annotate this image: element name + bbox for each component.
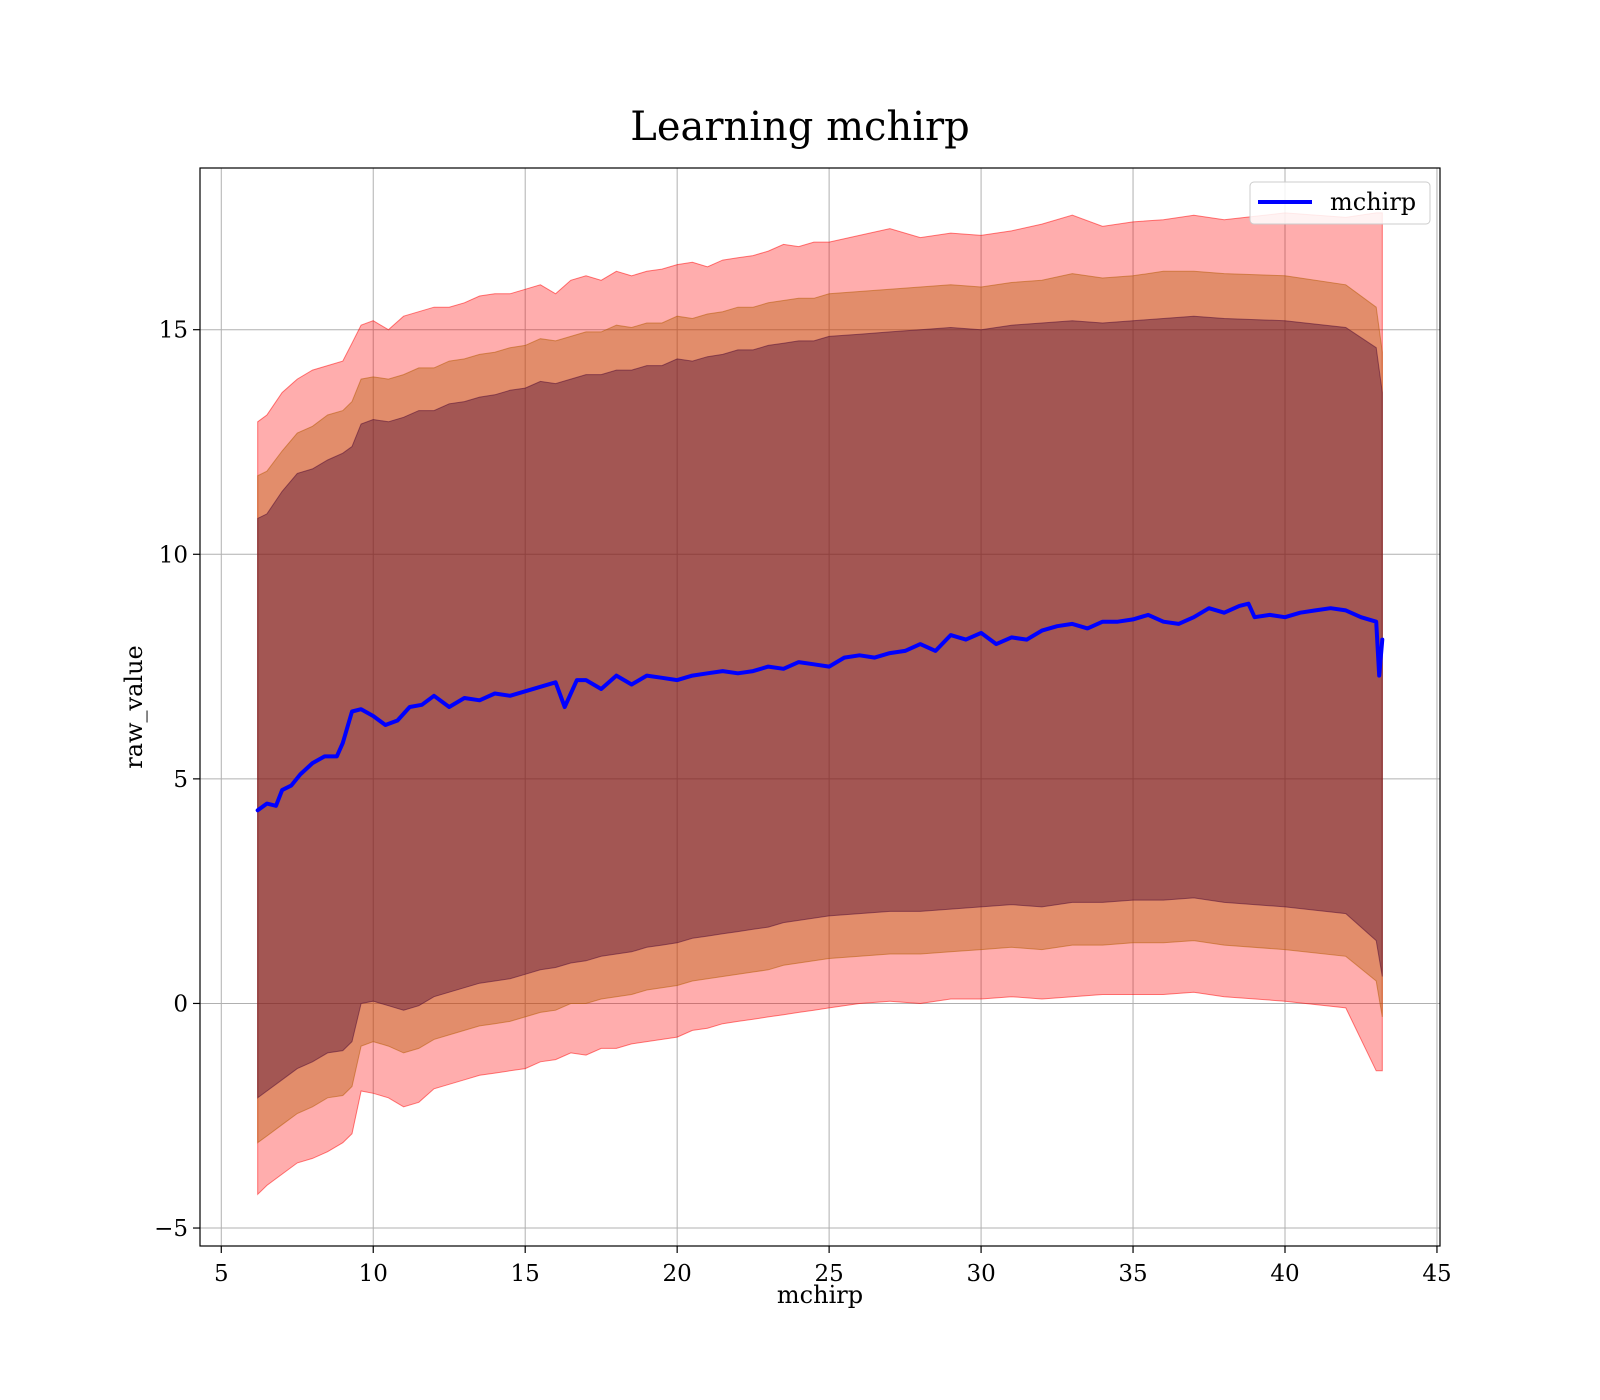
x-tick-label: 35 xyxy=(1118,1261,1147,1287)
y-axis-label: raw_value xyxy=(120,645,148,769)
legend: mchirp xyxy=(1249,181,1431,225)
x-tick-label: 20 xyxy=(663,1261,692,1287)
y-tick-label: 10 xyxy=(159,542,188,568)
grid xyxy=(200,168,1440,1246)
y-tick-label: 5 xyxy=(173,767,188,793)
x-tick-label: 45 xyxy=(1422,1261,1451,1287)
x-axis-ticks: 5 10 15 20 25 30 35 40 45 xyxy=(214,1246,1452,1287)
band-middle xyxy=(257,270,1383,1144)
series-layer xyxy=(255,601,1385,813)
series-line-mchirp xyxy=(255,601,1385,813)
band-outer xyxy=(257,212,1383,1196)
legend-label-mchirp: mchirp xyxy=(1330,188,1416,216)
x-tick-label: 5 xyxy=(214,1261,229,1287)
band-inner xyxy=(257,315,1383,1099)
x-tick-label: 10 xyxy=(359,1261,388,1287)
confidence-bands xyxy=(257,212,1383,1196)
y-tick-label: 15 xyxy=(159,318,188,344)
x-tick-label: 30 xyxy=(966,1261,995,1287)
plot-frame xyxy=(199,167,1441,1247)
y-tick-label: −5 xyxy=(154,1216,188,1242)
x-tick-label: 40 xyxy=(1270,1261,1299,1287)
y-tick-label: 0 xyxy=(173,991,188,1017)
y-axis-ticks: −5 0 5 10 15 xyxy=(154,318,200,1242)
x-axis-label: mchirp xyxy=(777,1281,863,1309)
x-tick-label: 15 xyxy=(511,1261,540,1287)
chart-title: Learning mchirp xyxy=(630,104,969,150)
legend-box xyxy=(1249,181,1431,225)
x-tick-label: 25 xyxy=(814,1261,843,1287)
